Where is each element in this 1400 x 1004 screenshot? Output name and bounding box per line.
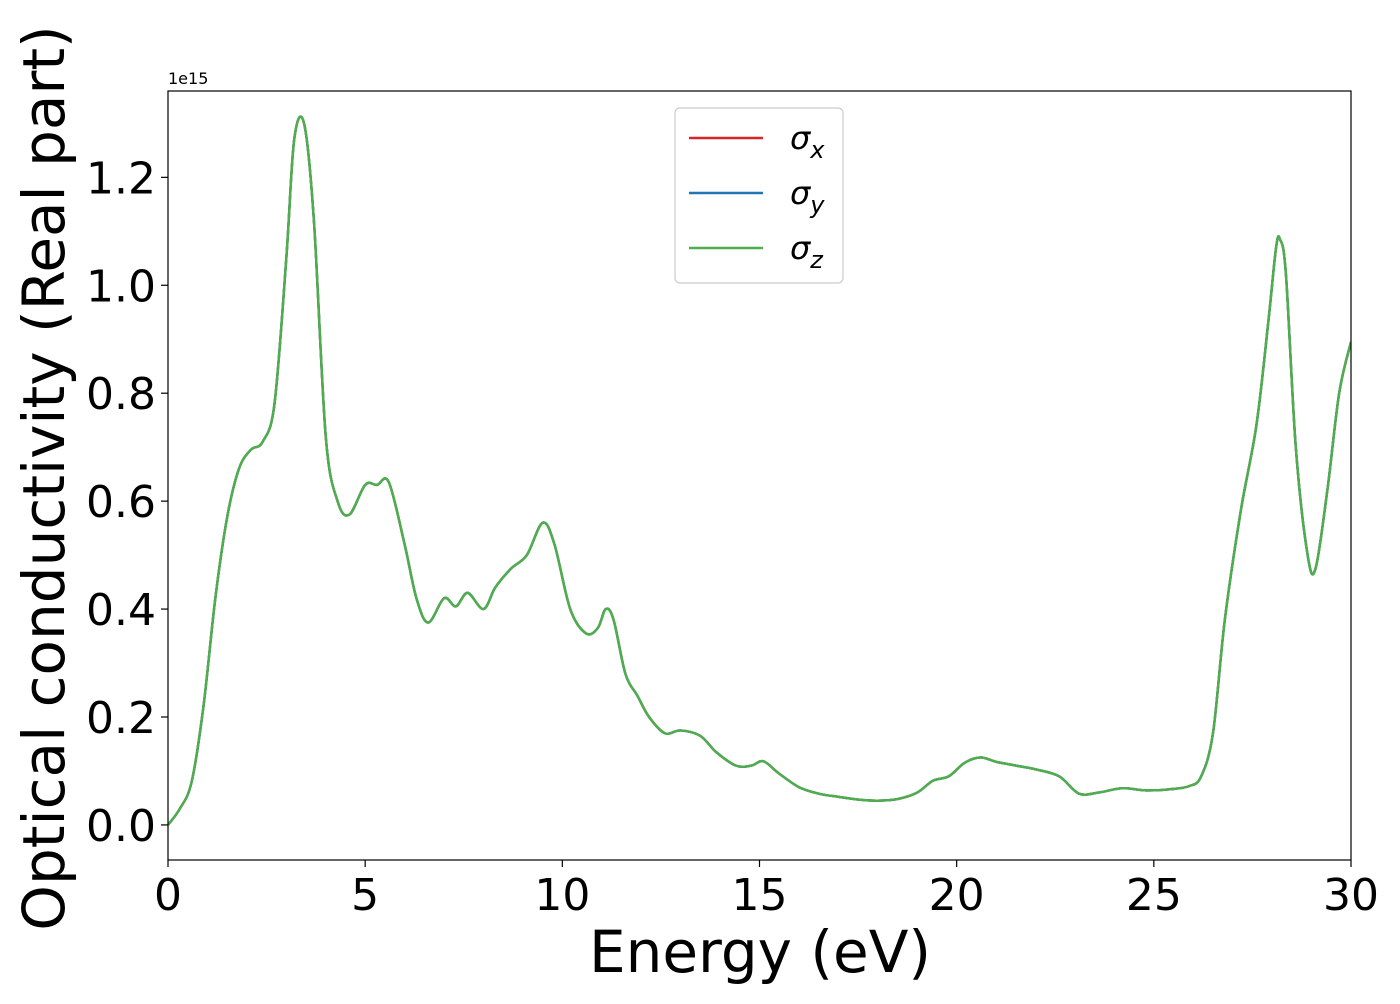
ticks-layer: 0 5 10 15 20 25 30 0.0 0.2 0.4 0.6 0.8 1.0 1.2: [86, 153, 1379, 921]
y-axis-title: Optical conductivity (Real part): [10, 25, 78, 930]
y-tick-label: 1.0: [86, 261, 156, 312]
legend: σx σy σz: [674, 107, 844, 284]
y-offset-text: 1e15: [168, 69, 208, 88]
y-tick-label: 1.2: [86, 153, 156, 204]
y-tick-label: 0.4: [86, 585, 156, 636]
x-axis-title: Energy (eV): [589, 918, 931, 986]
x-tick-label: 30: [1323, 870, 1379, 921]
legend-label-x: σx: [790, 119, 825, 164]
y-tick-label: 0.6: [86, 477, 156, 528]
y-tick-label: 0.0: [86, 801, 156, 852]
y-tick-label: 0.2: [86, 693, 156, 744]
x-tick-label: 20: [929, 870, 985, 921]
x-tick-label: 0: [154, 870, 182, 921]
series-layer: [168, 115, 1351, 826]
x-tick-label: 15: [732, 870, 788, 921]
series-line-sigma-z: [168, 115, 1351, 826]
legend-label-y: σy: [790, 174, 825, 219]
x-tick-label: 5: [351, 870, 379, 921]
legend-box: [674, 107, 844, 284]
y-tick-label: 0.8: [86, 369, 156, 420]
legend-label-z: σz: [790, 229, 824, 274]
x-tick-label: 10: [534, 870, 590, 921]
x-tick-label: 25: [1126, 870, 1182, 921]
